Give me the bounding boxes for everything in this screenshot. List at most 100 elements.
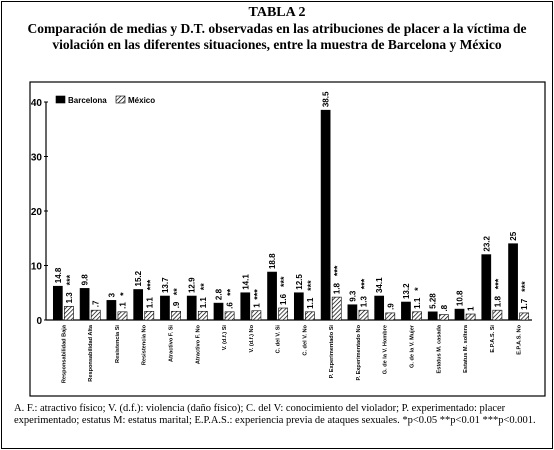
title: TABLA 2 xyxy=(248,5,306,20)
bar xyxy=(64,306,74,321)
significance: ** xyxy=(172,288,182,296)
significance: *** xyxy=(493,278,503,289)
bar xyxy=(358,309,369,321)
significance: *** xyxy=(279,276,289,287)
bar xyxy=(519,312,530,321)
bar-label: 5.28 xyxy=(429,293,438,309)
x-tick-label: V. (d.f.) Si xyxy=(222,325,228,351)
bar xyxy=(293,292,304,321)
footnote: A. F.: atractivo físico; V. (d.f.): viol… xyxy=(14,403,536,426)
x-tick-label: G. de la V. Hombre xyxy=(383,325,389,374)
bar xyxy=(401,301,411,321)
x-tick-label: E.P.A.S. No xyxy=(517,324,523,354)
bar-label: 13.7 xyxy=(161,277,170,293)
bar xyxy=(412,311,422,321)
bar xyxy=(90,309,101,321)
bar-label: 1.3 xyxy=(65,292,74,304)
significance: *** xyxy=(333,265,343,276)
bar-label: 1.1 xyxy=(413,297,422,309)
bar xyxy=(278,307,289,321)
bar-label: 1.1 xyxy=(145,297,154,309)
x-tick-label: Resistencia Si xyxy=(115,325,121,363)
x-tick-label: E.P.A.S. Si xyxy=(490,325,496,353)
subtitle: Comparación de medias y D.T. observadas … xyxy=(27,21,527,52)
bar xyxy=(251,310,262,321)
x-tick-label: C. del V. No xyxy=(302,324,308,355)
bar-label: .7 xyxy=(92,300,101,307)
plot-frame xyxy=(29,81,546,397)
bar xyxy=(454,308,465,321)
bar-label: 9.8 xyxy=(81,274,90,286)
y-tick-label: 20 xyxy=(31,207,43,218)
x-tick-label: P. Experimentado No xyxy=(356,324,362,380)
significance: *** xyxy=(306,280,316,291)
bar-label: 9.3 xyxy=(348,290,357,302)
significance: ** xyxy=(199,283,209,291)
bar xyxy=(186,295,197,321)
x-tick-label: P. Experimentado Si xyxy=(329,325,335,379)
y-tick-label: 10 xyxy=(31,262,43,273)
bar-label: 10.8 xyxy=(456,290,465,306)
bar xyxy=(347,304,358,321)
bar-label: .1 xyxy=(118,302,127,309)
significance: *** xyxy=(520,281,530,292)
bar xyxy=(320,109,331,321)
bar-label: 1.3 xyxy=(359,296,368,308)
bar xyxy=(438,314,449,321)
significance: * xyxy=(118,292,128,296)
bar-label: 2.8 xyxy=(215,288,224,300)
bar xyxy=(213,302,224,321)
chart: 0 10 20 30 40 Barcelona México Responsabilidad … xyxy=(29,81,546,397)
bar xyxy=(79,288,90,321)
bar-label: 14.8 xyxy=(54,267,63,283)
bar xyxy=(305,311,315,321)
bar-label: 12.9 xyxy=(188,277,197,293)
y-tick-label: 30 xyxy=(31,153,43,164)
bar-label: 1.1 xyxy=(199,297,208,309)
bar-label: 1 xyxy=(252,303,261,308)
bar-label: 38.5 xyxy=(322,91,331,107)
bar-label: 1 xyxy=(467,306,476,311)
bar xyxy=(197,310,208,321)
bar-label: 1.8 xyxy=(493,296,502,308)
bar xyxy=(240,292,251,321)
x-tick-label: Estatus M. casada xyxy=(436,324,442,373)
x-tick-label: Resistencia No xyxy=(142,324,148,365)
legend-swatch xyxy=(115,95,126,104)
bar xyxy=(427,311,438,321)
legend-label: México xyxy=(128,96,155,105)
significance: *** xyxy=(252,289,262,300)
bar xyxy=(106,300,117,321)
x-tick-label: C. del V. Si xyxy=(276,325,282,354)
bar xyxy=(133,289,144,321)
bar-label: .6 xyxy=(226,302,235,309)
bar xyxy=(508,243,518,321)
legend-label: Barcelona xyxy=(68,96,107,105)
bar xyxy=(374,295,385,321)
bar xyxy=(267,271,277,321)
x-tick-label: Atractivo F. No xyxy=(195,324,201,364)
bar-label: 14.1 xyxy=(241,274,250,290)
bar-label: 25 xyxy=(509,231,518,240)
significance: * xyxy=(413,287,423,291)
bar-label: .9 xyxy=(386,303,395,310)
bar xyxy=(224,311,235,321)
bar-label: 34.1 xyxy=(375,277,384,293)
bar xyxy=(117,311,128,321)
x-tick-label: Atractivo F. Si xyxy=(169,325,175,362)
bar-label: 1.7 xyxy=(520,298,529,310)
bar xyxy=(144,310,155,321)
bar-label: 3 xyxy=(107,292,116,297)
bar-label: .8 xyxy=(440,304,449,311)
x-tick-label: G. de la V. Mujer xyxy=(410,324,416,368)
bar-label: 1.1 xyxy=(306,297,315,309)
bar xyxy=(481,254,492,321)
bar xyxy=(385,312,396,321)
bar xyxy=(465,313,476,321)
bar xyxy=(492,309,503,321)
bar-label: 1.8 xyxy=(333,282,342,294)
bar-label: 12.5 xyxy=(295,274,304,290)
bar-label: 18.8 xyxy=(268,253,277,269)
x-tick-label: Estatus M. soltera xyxy=(463,324,469,373)
x-tick-label: Responsabilidad Baja xyxy=(61,324,67,383)
